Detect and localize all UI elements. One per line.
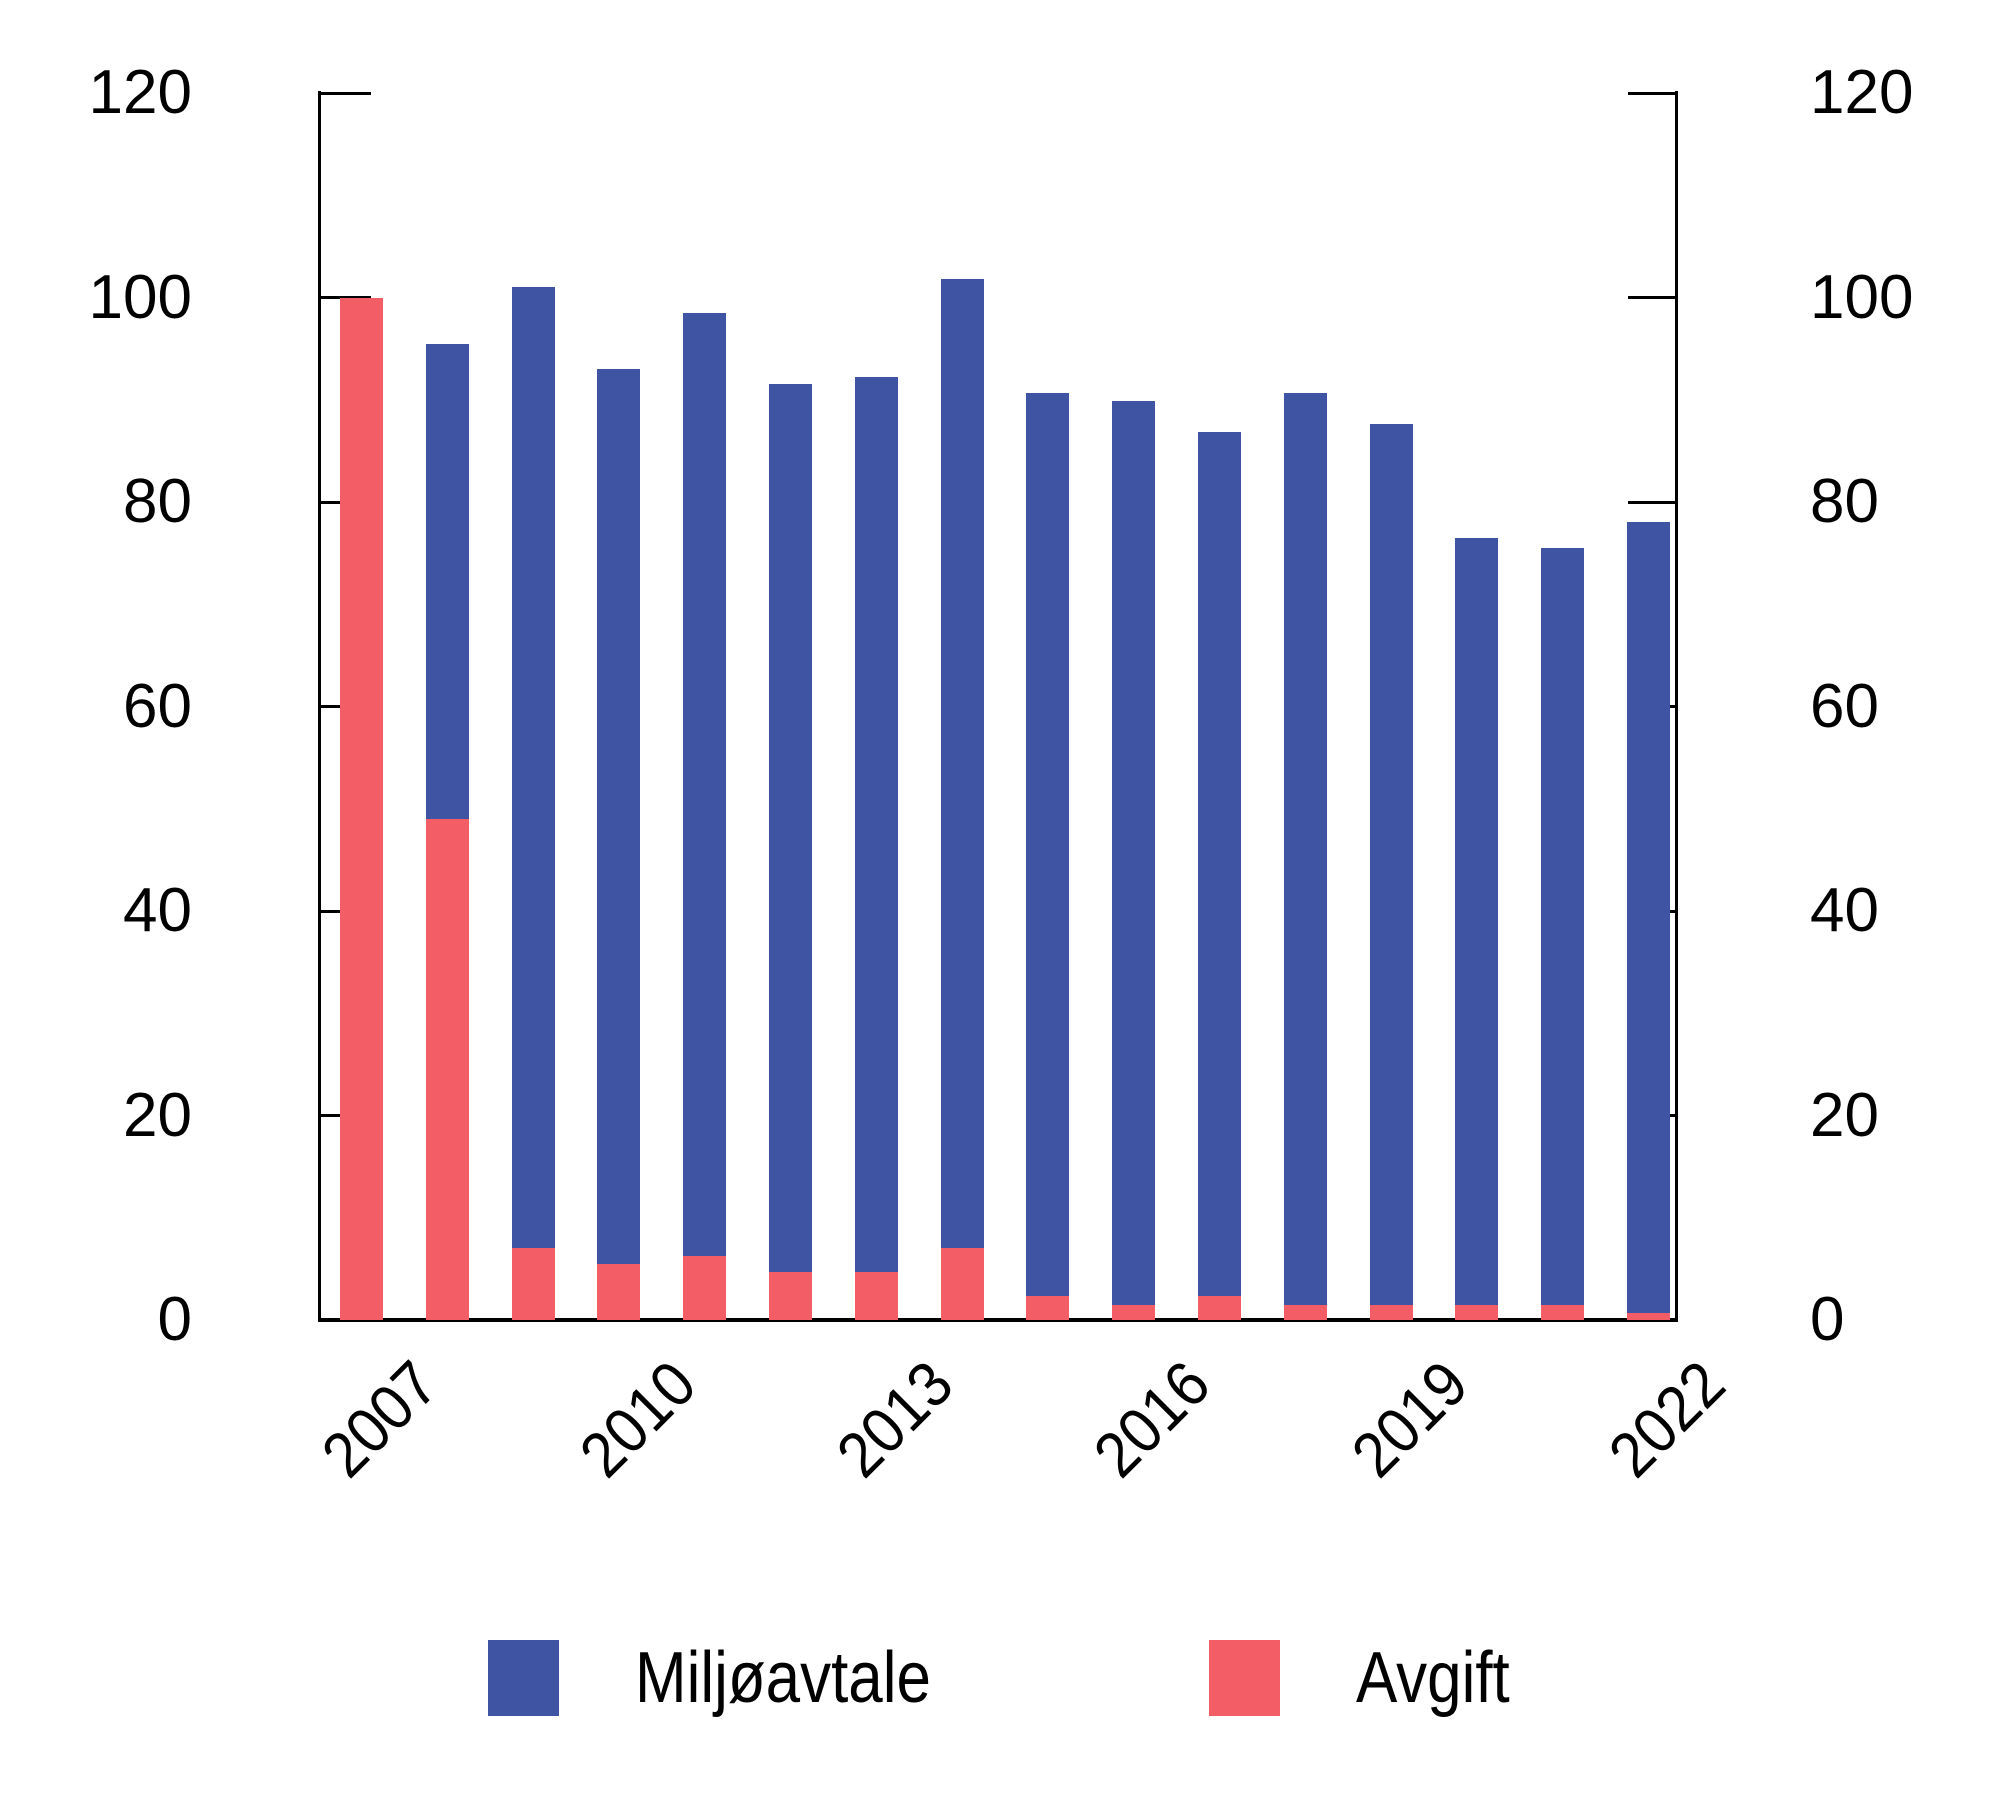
y-tick-label-left-20: 20 (123, 1080, 192, 1150)
legend-item-avgift: Avgift (1209, 1640, 1535, 1716)
bar-miljoavtale-2015 (1026, 392, 1070, 1297)
bar-avgift-2008 (425, 818, 469, 1320)
x-tick-label-2013: 2013 (822, 1347, 967, 1491)
y-tick-label-right-60: 60 (1810, 671, 1879, 741)
bar-avgift-2009 (511, 1248, 555, 1320)
y-axis-left-spine (318, 91, 321, 1322)
y-tick-label-right-120: 120 (1810, 58, 1914, 127)
bar-miljoavtale-2008 (425, 343, 469, 819)
bar-miljoavtale-2011 (683, 312, 727, 1256)
bar-miljoavtale-2010 (597, 369, 641, 1264)
bar-avgift-2022 (1627, 1312, 1670, 1320)
x-tick-label-2022: 2022 (1595, 1347, 1739, 1491)
x-tick-label-2007: 2007 (308, 1347, 452, 1491)
bar-avgift-2013 (854, 1271, 898, 1320)
bar-avgift-2015 (1026, 1296, 1070, 1320)
y-tick-label-right-80: 80 (1810, 467, 1879, 536)
x-tick-label-2019: 2019 (1337, 1347, 1482, 1491)
bar-miljoavtale-2009 (511, 287, 555, 1249)
y-tick-label-left-60: 60 (123, 671, 192, 741)
y-tick-label-right-0: 0 (1810, 1285, 1845, 1354)
bar-miljoavtale-2021 (1541, 548, 1585, 1305)
legend: Miljøavtale Avgift (0, 1640, 2000, 1750)
legend-item-miljoavtale: Miljøavtale (488, 1640, 979, 1716)
y-tick-right-0 (1628, 1318, 1678, 1322)
y-tick-label-right-100: 100 (1810, 262, 1914, 332)
y-tick-left-120 (321, 91, 371, 95)
bar-miljoavtale-2012 (769, 384, 812, 1272)
y-tick-right-80 (1628, 500, 1678, 504)
bar-avgift-2007 (340, 297, 383, 1320)
bar-avgift-2017 (1198, 1296, 1241, 1320)
bar-avgift-2018 (1283, 1304, 1327, 1320)
y-tick-label-left-100: 100 (88, 262, 192, 332)
legend-label-miljoavtale: Miljøavtale (635, 1638, 931, 1718)
bar-avgift-2020 (1455, 1304, 1499, 1320)
bar-avgift-2016 (1112, 1304, 1156, 1320)
bar-miljoavtale-2013 (854, 377, 898, 1272)
bar-miljoavtale-2020 (1455, 537, 1499, 1305)
bar-avgift-2012 (769, 1271, 812, 1320)
bar-miljoavtale-2016 (1112, 400, 1156, 1305)
y-tick-left-0 (321, 1318, 371, 1322)
legend-label-avgift: Avgift (1356, 1638, 1510, 1718)
bar-avgift-2011 (683, 1255, 727, 1320)
legend-swatch-miljoavtale (488, 1640, 559, 1716)
bar-miljoavtale-2018 (1283, 392, 1327, 1305)
bar-avgift-2021 (1541, 1304, 1585, 1320)
bar-miljoavtale-2022 (1627, 522, 1670, 1313)
y-tick-label-left-80: 80 (123, 467, 192, 536)
bar-miljoavtale-2017 (1198, 432, 1241, 1297)
y-tick-label-right-40: 40 (1810, 876, 1879, 945)
y-tick-label-left-40: 40 (123, 876, 192, 945)
legend-swatch-avgift (1209, 1640, 1280, 1716)
x-tick-label-2010: 2010 (565, 1347, 709, 1491)
bar-avgift-2014 (940, 1248, 984, 1320)
y-tick-label-right-20: 20 (1810, 1080, 1879, 1150)
bar-avgift-2019 (1369, 1304, 1413, 1320)
x-tick-label-2016: 2016 (1080, 1347, 1224, 1491)
bar-miljoavtale-2019 (1369, 424, 1413, 1305)
y-tick-label-left-0: 0 (157, 1285, 192, 1354)
bar-miljoavtale-2014 (940, 279, 984, 1249)
bar-avgift-2010 (597, 1263, 641, 1320)
y-tick-label-left-120: 120 (88, 58, 192, 127)
x-axis-spine (318, 1318, 1678, 1322)
y-tick-right-120 (1628, 91, 1678, 95)
y-tick-right-100 (1628, 296, 1678, 299)
